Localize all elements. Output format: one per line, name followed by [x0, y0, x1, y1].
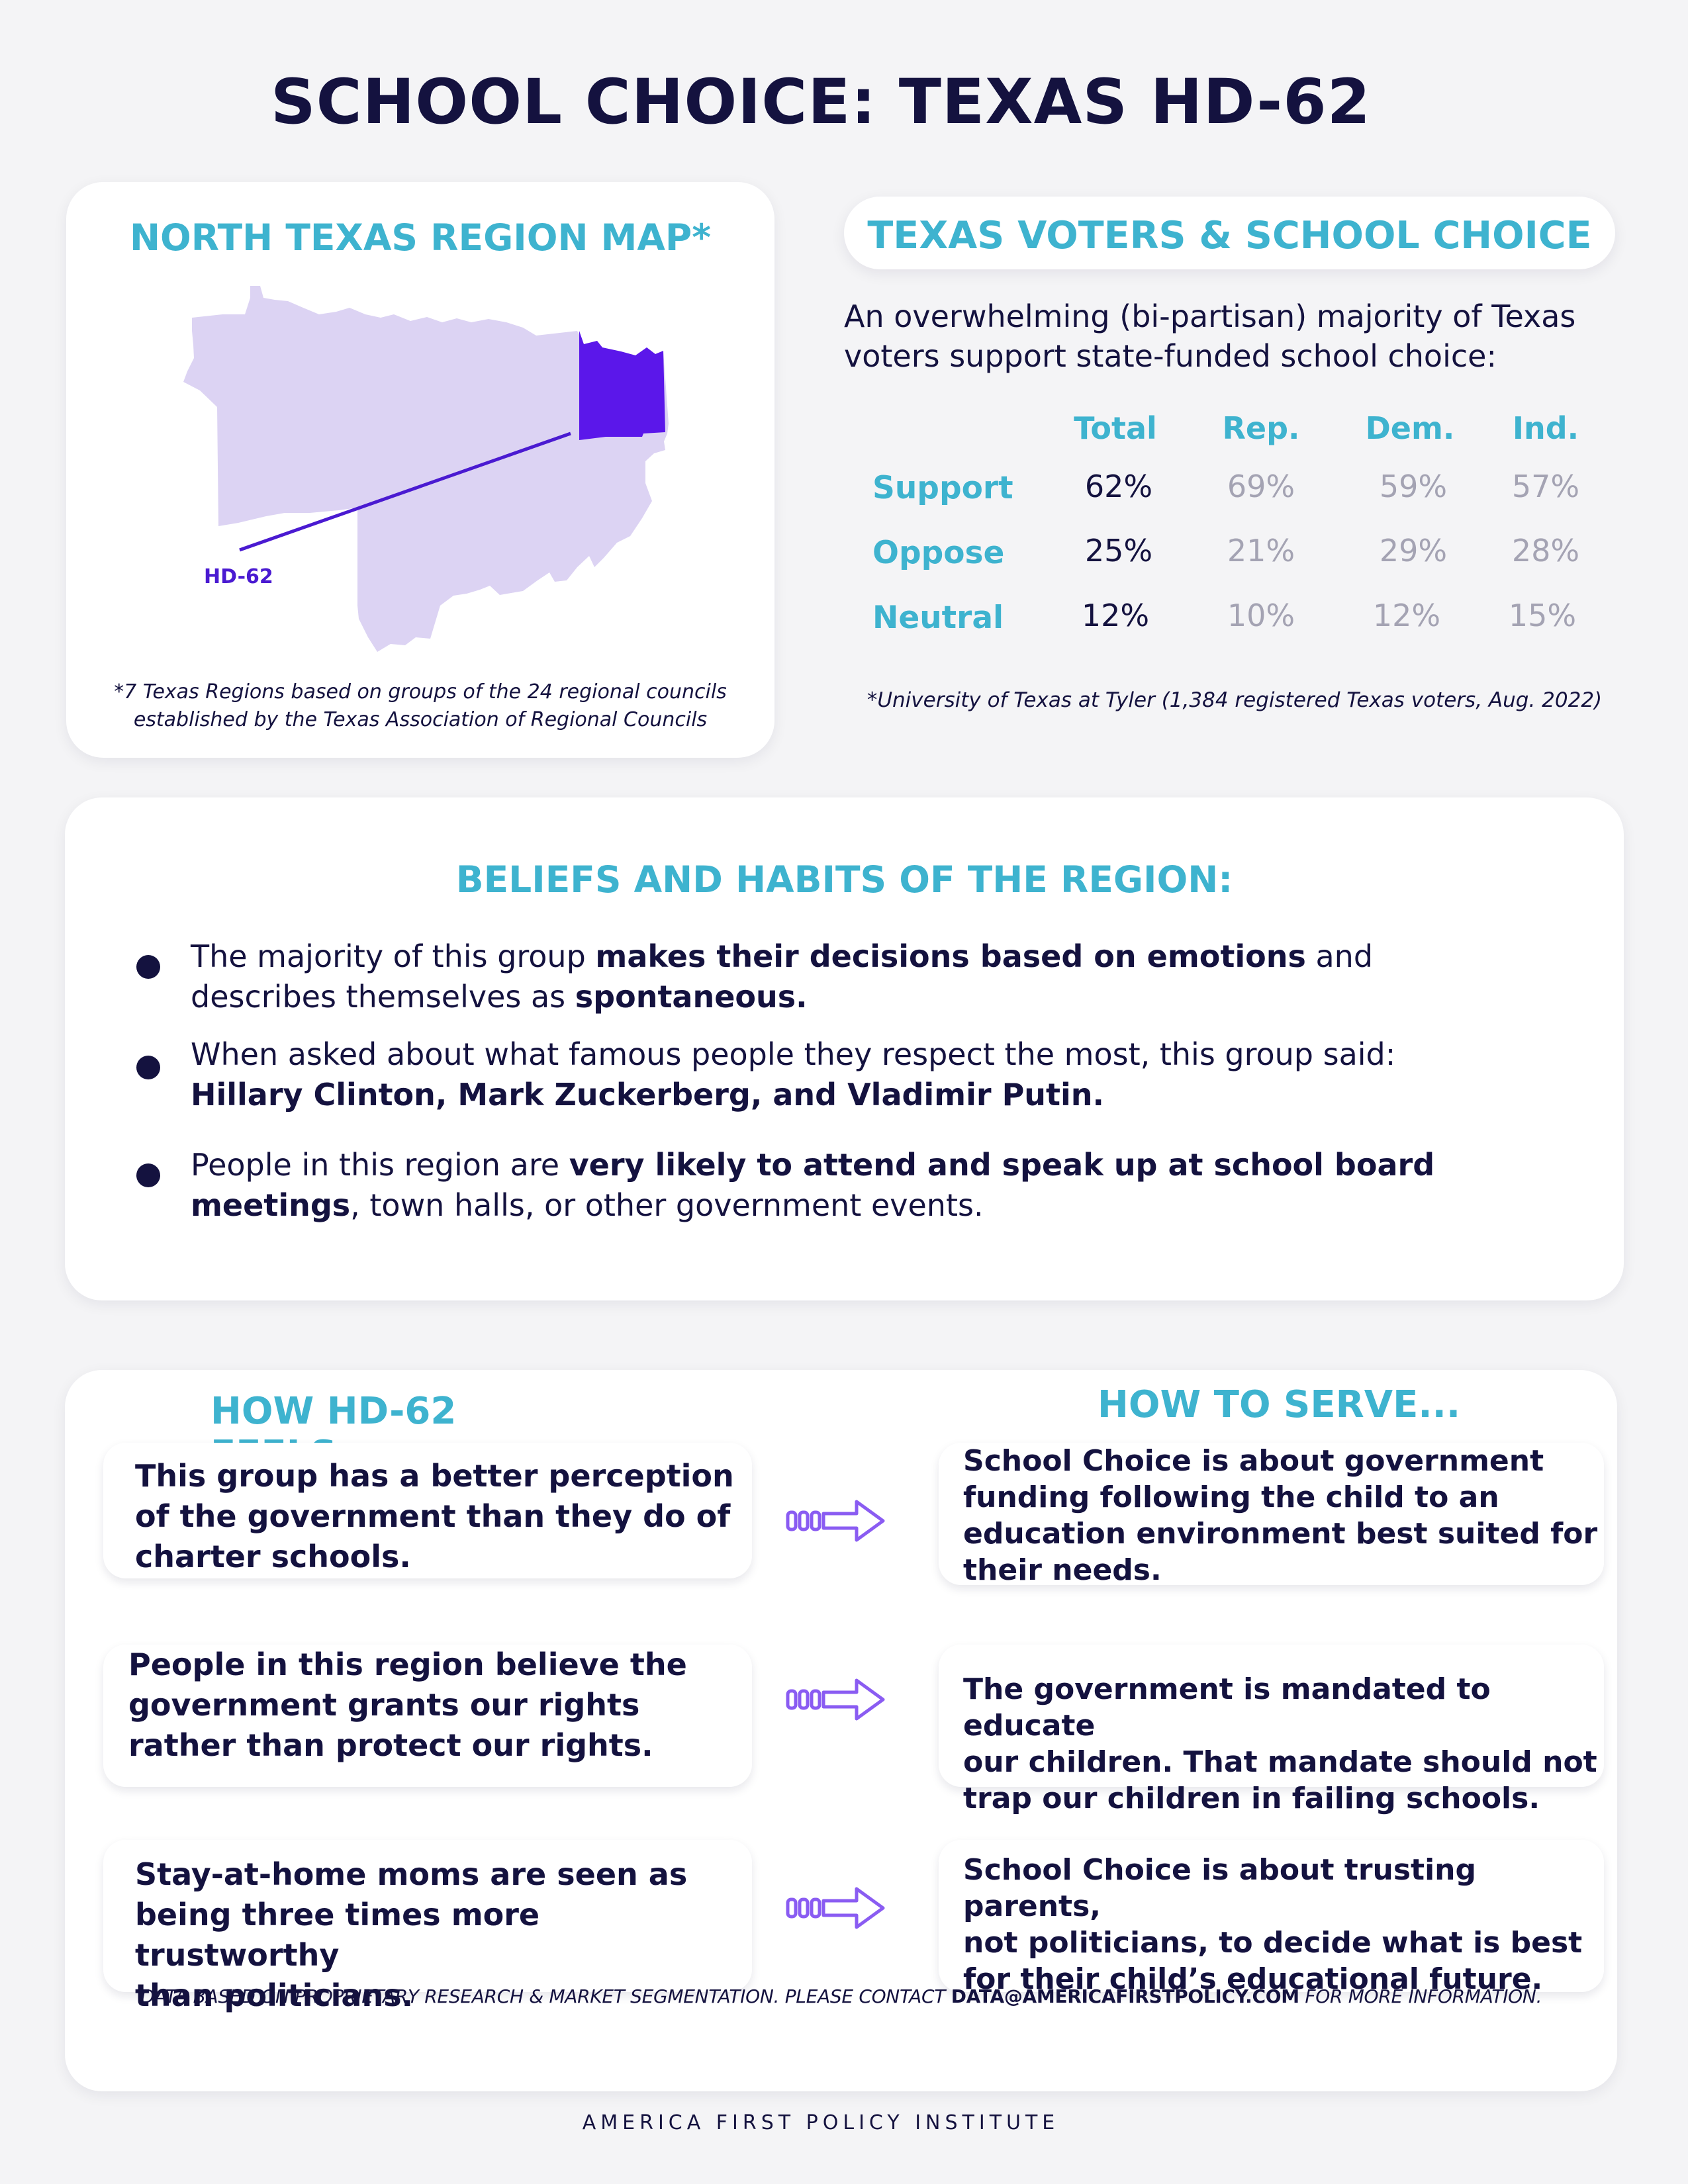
belief-item: People in this region are very likely to… — [191, 1145, 1548, 1226]
table-cell: 25% — [1084, 533, 1153, 569]
table-cell: 62% — [1084, 469, 1153, 504]
table-cell: 28% — [1511, 533, 1580, 569]
hd-62-label: HD-62 — [204, 565, 273, 588]
bullet-dot — [136, 1163, 160, 1187]
page-title: SCHOOL CHOICE: TEXAS HD-62 — [270, 66, 1372, 138]
feel-text: This group has a better perception of th… — [135, 1458, 734, 1574]
arrow-right-icon — [786, 1678, 885, 1721]
table-cell: 10% — [1227, 598, 1295, 633]
feel-box: This group has a better perception of th… — [103, 1443, 752, 1578]
map-footnote-line: established by the Texas Association of … — [133, 708, 708, 731]
feel-text: People in this region believe the govern… — [128, 1647, 687, 1763]
north-texas-region-shape — [183, 286, 669, 652]
column-header-rep: Rep. — [1222, 410, 1300, 446]
feel-text: Stay-at-home moms are seen as being thre… — [135, 1856, 688, 2013]
voters-footnote: *University of Texas at Tyler (1,384 reg… — [867, 688, 1603, 712]
district-pointer-line — [239, 432, 571, 552]
table-cell: 15% — [1508, 598, 1577, 633]
belief-text: People in this region are — [191, 1147, 569, 1183]
column-header-dem: Dem. — [1365, 410, 1455, 446]
organization-name: AMERICA FIRST POLICY INSTITUTE — [582, 2111, 1060, 2134]
serve-text: School Choice is about government fundin… — [963, 1444, 1598, 1587]
feels-serve-card: HOW HD-62 FEELS... HOW TO SERVE... This … — [65, 1370, 1617, 2091]
disclaimer-text: FOR MORE INFORMATION. — [1299, 1985, 1542, 2007]
table-cell: 59% — [1379, 469, 1448, 504]
feel-box: People in this region believe the govern… — [103, 1645, 752, 1787]
table-cell: 29% — [1379, 533, 1448, 569]
map-footnote-line: *7 Texas Regions based on groups of the … — [114, 680, 727, 704]
disclaimer-text: DATA BASED ON PROPRIETARY RESEARCH & MAR… — [140, 1985, 951, 2007]
voters-title: TEXAS VOTERS & SCHOOL CHOICE — [867, 214, 1592, 257]
belief-item: The majority of this group makes their d… — [191, 936, 1548, 1017]
intro-line: voters support state-funded school choic… — [844, 338, 1497, 374]
hd-62-district-shape — [579, 331, 665, 440]
belief-text: The majority of this group — [191, 938, 596, 974]
arrow-right-icon — [786, 1500, 885, 1542]
belief-text: When asked about what famous people they… — [191, 1036, 1396, 1072]
serve-box: The government is mandated to educate ou… — [939, 1645, 1604, 1815]
voters-intro: An overwhelming (bi-partisan) majority o… — [844, 296, 1638, 376]
row-label-support: Support — [872, 470, 1013, 506]
column-header-total: Total — [1074, 410, 1157, 446]
bullet-dot — [136, 955, 160, 979]
map-title: NORTH TEXAS REGION MAP* — [129, 216, 711, 259]
row-label-oppose: Oppose — [872, 535, 1005, 571]
serve-heading: HOW TO SERVE... — [1098, 1383, 1461, 1426]
serve-text: The government is mandated to educate ou… — [963, 1672, 1597, 1815]
intro-line: An overwhelming (bi-partisan) majority o… — [844, 298, 1576, 334]
feel-box: Stay-at-home moms are seen as being thre… — [103, 1840, 752, 2013]
row-label-neutral: Neutral — [872, 600, 1004, 636]
belief-emphasis: Hillary Clinton, Mark Zuckerberg, and Vl… — [191, 1077, 1105, 1113]
contact-email-link[interactable]: DATA@AMERICAFIRSTPOLICY.COM — [951, 1985, 1299, 2007]
bullet-dot — [136, 1056, 160, 1079]
map-footnote: *7 Texas Regions based on groups of the … — [79, 678, 761, 734]
belief-emphasis: spontaneous. — [575, 979, 808, 1015]
belief-text: , town halls, or other government events… — [350, 1187, 984, 1223]
arrow-right-icon — [786, 1887, 885, 1929]
region-map: HD-62 — [183, 286, 669, 652]
belief-item: When asked about what famous people they… — [191, 1034, 1548, 1115]
table-cell: 12% — [1372, 598, 1441, 633]
belief-emphasis: very likely to attend and speak up at sc… — [569, 1147, 1435, 1183]
serve-text: School Choice is about trusting parents,… — [963, 1853, 1583, 1996]
serve-box: School Choice is about trusting parents,… — [939, 1840, 1604, 1996]
belief-text: describes themselves as — [191, 979, 575, 1015]
beliefs-card: BELIEFS AND HABITS OF THE REGION: The ma… — [65, 797, 1624, 1300]
region-map-card: NORTH TEXAS REGION MAP* HD-62 *7 Texas R… — [66, 182, 774, 758]
table-cell: 69% — [1227, 469, 1295, 504]
table-cell: 12% — [1081, 598, 1150, 633]
beliefs-title: BELIEFS AND HABITS OF THE REGION: — [455, 858, 1233, 901]
column-header-ind: Ind. — [1512, 410, 1579, 446]
belief-emphasis: makes their decisions based on emotions — [595, 938, 1306, 974]
table-cell: 21% — [1227, 533, 1295, 569]
voters-title-pill: TEXAS VOTERS & SCHOOL CHOICE — [844, 197, 1615, 269]
data-disclaimer: DATA BASED ON PROPRIETARY RESEARCH & MAR… — [65, 1985, 1617, 2007]
serve-box: School Choice is about government fundin… — [939, 1443, 1604, 1587]
table-cell: 57% — [1511, 469, 1580, 504]
belief-emphasis: meetings — [191, 1187, 351, 1223]
belief-text: and — [1305, 938, 1374, 974]
